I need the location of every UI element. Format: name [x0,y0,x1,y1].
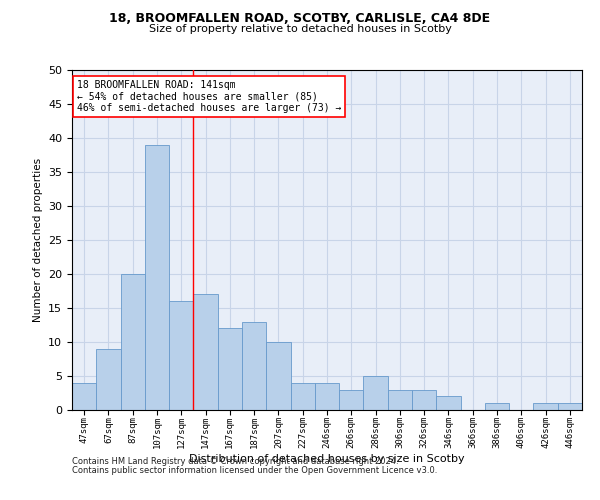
Y-axis label: Number of detached properties: Number of detached properties [32,158,43,322]
Bar [121,274,145,410]
Text: 18 BROOMFALLEN ROAD: 141sqm
← 54% of detached houses are smaller (85)
46% of sem: 18 BROOMFALLEN ROAD: 141sqm ← 54% of det… [77,80,341,114]
Text: 18, BROOMFALLEN ROAD, SCOTBY, CARLISLE, CA4 8DE: 18, BROOMFALLEN ROAD, SCOTBY, CARLISLE, … [109,12,491,26]
Bar [242,322,266,410]
Bar [218,328,242,410]
Bar [72,383,96,410]
Bar [96,349,121,410]
Bar [388,390,412,410]
Bar [145,145,169,410]
Text: Contains HM Land Registry data © Crown copyright and database right 2024.: Contains HM Land Registry data © Crown c… [72,458,398,466]
Bar [364,376,388,410]
Text: Contains public sector information licensed under the Open Government Licence v3: Contains public sector information licen… [72,466,437,475]
Bar [485,403,509,410]
Bar [266,342,290,410]
Bar [533,403,558,410]
Bar [412,390,436,410]
Bar [193,294,218,410]
Bar [315,383,339,410]
Bar [169,301,193,410]
Bar [558,403,582,410]
Bar [436,396,461,410]
Text: Size of property relative to detached houses in Scotby: Size of property relative to detached ho… [149,24,451,34]
Bar [339,390,364,410]
X-axis label: Distribution of detached houses by size in Scotby: Distribution of detached houses by size … [189,454,465,464]
Bar [290,383,315,410]
